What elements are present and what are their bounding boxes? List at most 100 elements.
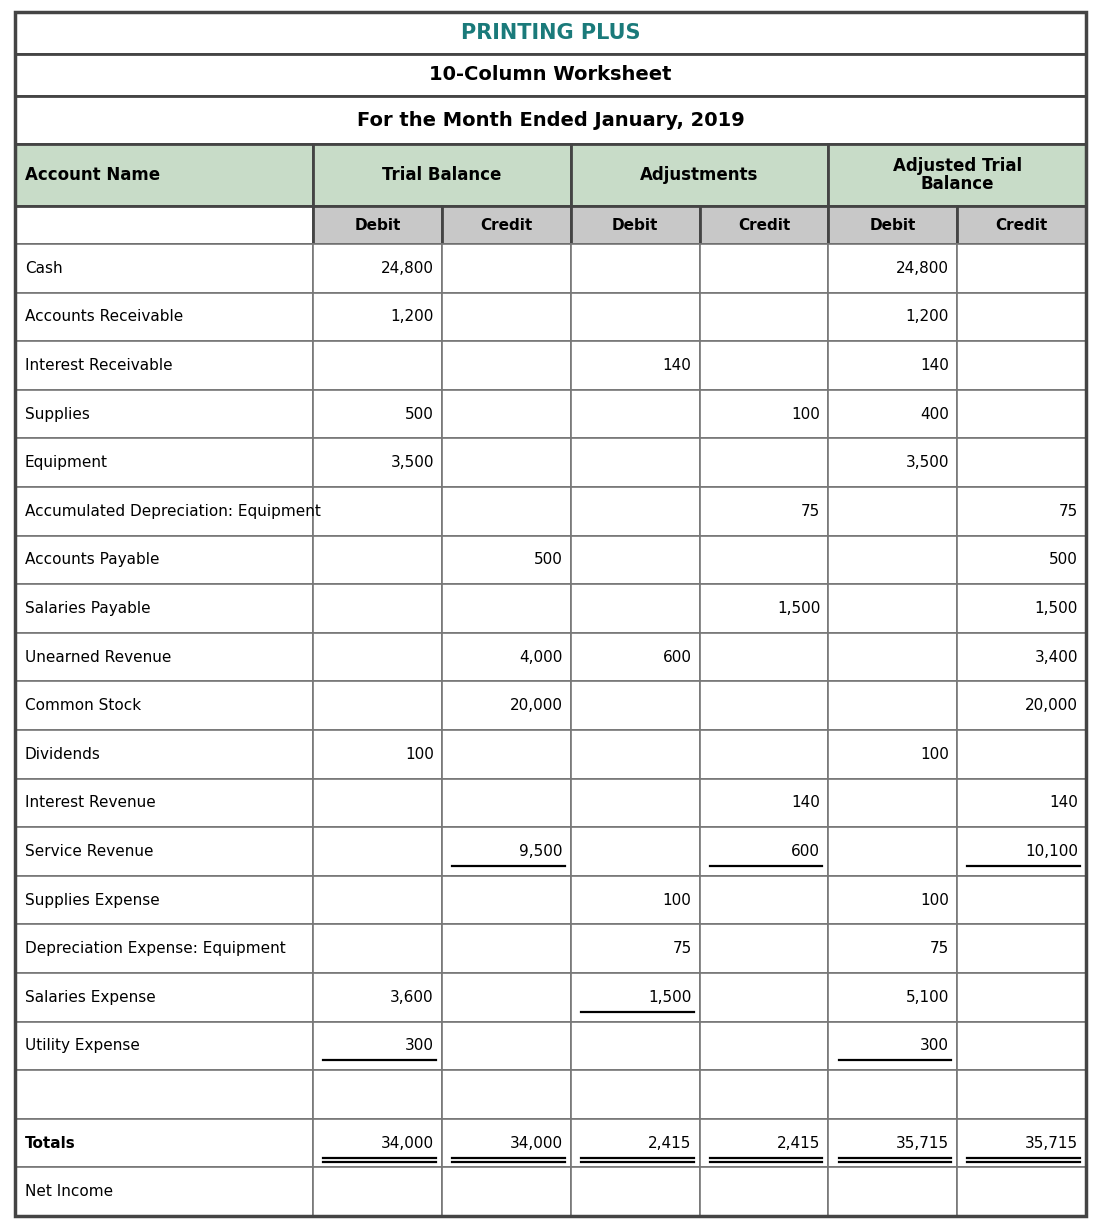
Bar	[313, 341, 442, 389]
Bar	[828, 682, 957, 729]
Bar	[828, 973, 957, 1022]
Text: Unearned Revenue: Unearned Revenue	[25, 650, 172, 664]
Text: Debit: Debit	[870, 217, 916, 232]
Bar	[15, 828, 313, 876]
Text: Account Name: Account Name	[25, 166, 160, 184]
Text: Depreciation Expense: Equipment: Depreciation Expense: Equipment	[25, 941, 286, 957]
Bar	[570, 389, 699, 438]
Bar	[15, 779, 313, 828]
Bar	[699, 585, 828, 632]
Bar	[570, 585, 699, 632]
Text: Interest Revenue: Interest Revenue	[25, 796, 155, 810]
Bar	[828, 438, 957, 488]
Text: 1,500: 1,500	[648, 990, 691, 1005]
Bar	[957, 206, 1086, 244]
Bar	[828, 729, 957, 779]
Text: Credit: Credit	[995, 217, 1048, 232]
Bar	[570, 144, 828, 206]
Text: Credit: Credit	[738, 217, 791, 232]
Text: 140: 140	[920, 359, 949, 373]
Text: 75: 75	[930, 941, 949, 957]
Bar	[570, 341, 699, 389]
Text: 600: 600	[663, 650, 691, 664]
Bar	[699, 632, 828, 682]
Bar	[442, 389, 570, 438]
Bar	[570, 206, 699, 244]
Bar	[442, 341, 570, 389]
Text: 100: 100	[920, 893, 949, 907]
Bar	[313, 292, 442, 341]
Bar	[15, 1070, 313, 1119]
Text: Equipment: Equipment	[25, 456, 108, 470]
Bar	[442, 438, 570, 488]
Text: 140: 140	[792, 796, 820, 810]
Bar	[442, 488, 570, 535]
Bar	[570, 876, 699, 925]
Bar	[313, 1022, 442, 1070]
Bar	[957, 682, 1086, 729]
Text: 75: 75	[802, 503, 820, 518]
Bar	[313, 389, 442, 438]
Bar	[15, 1119, 313, 1168]
Bar	[699, 925, 828, 973]
Bar	[699, 438, 828, 488]
Bar	[957, 585, 1086, 632]
Text: 1,200: 1,200	[906, 309, 949, 324]
Bar	[828, 244, 957, 292]
Bar	[15, 1168, 313, 1216]
Bar	[442, 729, 570, 779]
Bar	[699, 1070, 828, 1119]
Text: Net Income: Net Income	[25, 1184, 113, 1200]
Bar	[15, 925, 313, 973]
Text: Adjusted Trial: Adjusted Trial	[893, 157, 1022, 176]
Text: Supplies Expense: Supplies Expense	[25, 893, 160, 907]
Bar	[570, 535, 699, 585]
Bar	[957, 438, 1086, 488]
Bar	[570, 828, 699, 876]
Bar	[957, 1119, 1086, 1168]
Bar	[570, 1070, 699, 1119]
Bar	[442, 1070, 570, 1119]
Bar	[15, 876, 313, 925]
Text: For the Month Ended January, 2019: For the Month Ended January, 2019	[357, 111, 744, 129]
Text: Common Stock: Common Stock	[25, 699, 141, 713]
Bar	[442, 682, 570, 729]
Bar	[828, 292, 957, 341]
Bar	[699, 292, 828, 341]
Bar	[957, 292, 1086, 341]
Bar	[828, 1070, 957, 1119]
Bar	[957, 1022, 1086, 1070]
Bar	[957, 925, 1086, 973]
Bar	[15, 1022, 313, 1070]
Text: 300: 300	[405, 1039, 434, 1054]
Bar	[442, 206, 570, 244]
Bar	[570, 438, 699, 488]
Bar	[15, 341, 313, 389]
Bar	[15, 438, 313, 488]
Bar	[699, 535, 828, 585]
Text: 100: 100	[405, 747, 434, 761]
Text: 24,800: 24,800	[381, 260, 434, 276]
Bar	[15, 292, 313, 341]
Bar	[15, 535, 313, 585]
Text: 3,500: 3,500	[391, 456, 434, 470]
Bar	[699, 973, 828, 1022]
Bar	[15, 12, 1086, 54]
Bar	[570, 925, 699, 973]
Bar	[442, 292, 570, 341]
Bar	[313, 1168, 442, 1216]
Text: Adjustments: Adjustments	[641, 166, 759, 184]
Text: 75: 75	[1059, 503, 1078, 518]
Text: 100: 100	[792, 406, 820, 421]
Bar	[957, 244, 1086, 292]
Text: 75: 75	[673, 941, 691, 957]
Bar	[570, 729, 699, 779]
Text: 600: 600	[792, 844, 820, 860]
Text: Trial Balance: Trial Balance	[382, 166, 502, 184]
Bar	[957, 973, 1086, 1022]
Bar	[570, 292, 699, 341]
Bar	[828, 535, 957, 585]
Text: Debit: Debit	[612, 217, 658, 232]
Bar	[313, 488, 442, 535]
Bar	[957, 729, 1086, 779]
